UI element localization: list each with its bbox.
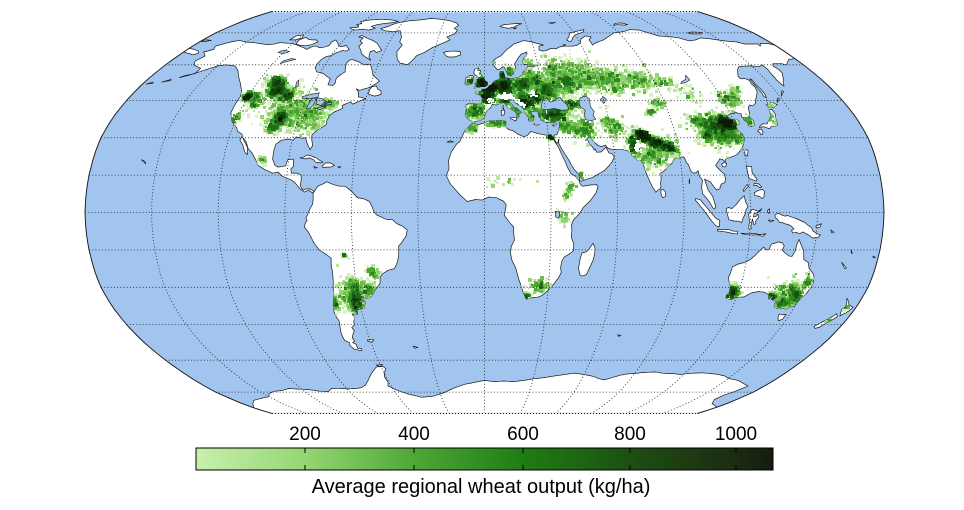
svg-text:200: 200 (289, 424, 321, 445)
svg-text:800: 800 (614, 424, 646, 445)
svg-text:1000: 1000 (715, 424, 757, 445)
svg-text:Average regional wheat output: Average regional wheat output (kg/ha) (312, 476, 651, 498)
svg-text:600: 600 (507, 424, 539, 445)
svg-text:400: 400 (398, 424, 430, 445)
